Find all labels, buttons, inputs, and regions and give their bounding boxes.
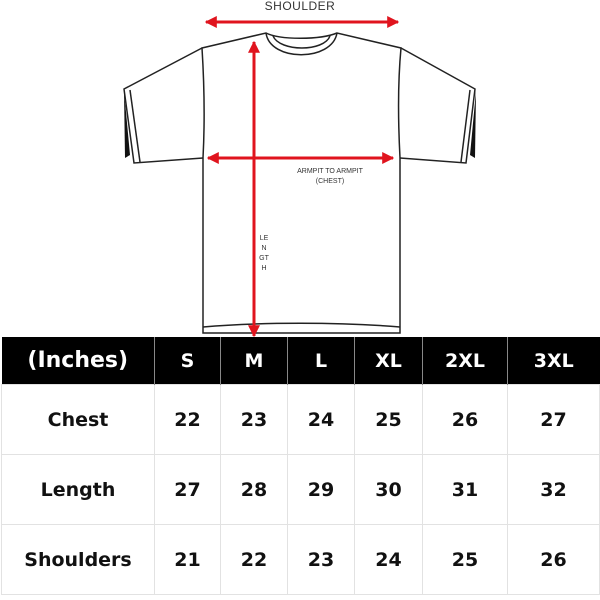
cell: 21 — [154, 524, 221, 595]
size-header: XL — [354, 337, 423, 385]
cell: 26 — [422, 384, 508, 455]
cell: 30 — [354, 454, 423, 525]
chest-label-line1: ARMPIT TO ARMPIT — [297, 168, 363, 175]
cell: 25 — [422, 524, 508, 595]
tshirt-diagram: SHOULDER ARMPIT TO ARMPIT (CHEST) LENGTH — [123, 0, 476, 338]
chest-label: ARMPIT TO ARMPIT (CHEST) — [270, 167, 390, 187]
size-header: 3XL — [507, 337, 600, 385]
row-label: Shoulders — [1, 524, 155, 595]
row-label: Length — [1, 454, 155, 525]
cell: 22 — [220, 524, 288, 595]
cell: 27 — [154, 454, 221, 525]
cell: 23 — [287, 524, 355, 595]
cell: 24 — [287, 384, 355, 455]
cell: 29 — [287, 454, 355, 525]
shoulder-label: SHOULDER — [264, 0, 336, 13]
size-chart-table: (Inches) S M L XL 2XL 3XL Chest 22 23 24… — [1, 337, 600, 595]
table-row: Length 27 28 29 30 31 32 — [1, 454, 600, 525]
size-header: M — [220, 337, 288, 385]
table-row: Shoulders 21 22 23 24 25 26 — [1, 524, 600, 595]
size-header: S — [154, 337, 221, 385]
cell: 24 — [354, 524, 423, 595]
length-label: LENGTH — [259, 235, 269, 272]
cell: 32 — [507, 454, 600, 525]
chest-label-line2: (CHEST) — [315, 178, 345, 185]
cell: 28 — [220, 454, 288, 525]
unit-header: (Inches) — [1, 337, 155, 385]
cell: 27 — [507, 384, 600, 455]
cell: 22 — [154, 384, 221, 455]
cell: 25 — [354, 384, 423, 455]
cell: 26 — [507, 524, 600, 595]
row-label: Chest — [1, 384, 155, 455]
size-header: 2XL — [422, 337, 508, 385]
cell: 23 — [220, 384, 288, 455]
size-header: L — [287, 337, 355, 385]
cell: 31 — [422, 454, 508, 525]
tshirt-outline — [123, 15, 476, 338]
header-row: (Inches) S M L XL 2XL 3XL — [1, 337, 600, 385]
table-row: Chest 22 23 24 25 26 27 — [1, 384, 600, 455]
